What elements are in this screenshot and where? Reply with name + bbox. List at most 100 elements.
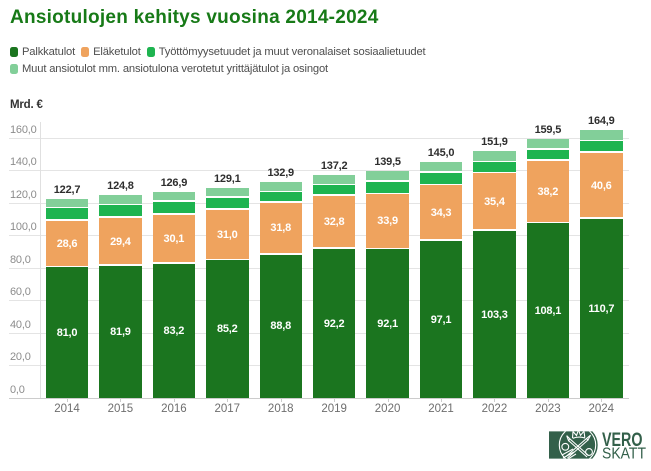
bar-value-label: 110,7 <box>588 302 615 315</box>
legend-row: Muut ansiotulot mm. ansiotulona verotetu… <box>10 63 640 75</box>
bar-segment-palkkatulot-2021 <box>419 241 463 398</box>
legend-item: Palkkatulot <box>10 46 75 58</box>
bar-total-label: 129,1 <box>214 173 241 186</box>
legend-item: Työttömyysetuudet ja muut veronalaiset s… <box>146 46 426 58</box>
bar-value-label: 88,8 <box>270 320 292 333</box>
bar-segment-tyottomyysetuudet-2014 <box>45 208 89 220</box>
x-tick-label: 2022 <box>481 403 508 415</box>
bar-segment-elaketulot-2019 <box>312 195 356 248</box>
x-tick <box>387 398 389 402</box>
logo-emblem-icon <box>558 431 597 459</box>
x-tick-label: 2016 <box>161 403 187 415</box>
bar-segment-muut_ansiotulot-2015 <box>99 195 142 204</box>
bar-value-label: 35,4 <box>484 195 505 208</box>
legend-label: Työttömyysetuudet ja muut veronalaiset s… <box>158 46 426 58</box>
vero-skatt-logo: VERO SKATT <box>549 428 651 466</box>
legend-swatch-muut_ansiotulot <box>10 64 18 74</box>
x-tick <box>173 398 175 402</box>
legend-item: Muut ansiotulot mm. ansiotulona verotetu… <box>10 63 328 75</box>
legend: Palkkatulot Eläketulot Työttömyysetuudet j… <box>10 46 640 80</box>
bar-segment-elaketulot-2017 <box>206 209 249 259</box>
bar-segment-muut_ansiotulot-2014 <box>45 198 89 207</box>
bar-total-label: 151,9 <box>481 136 508 149</box>
y-tick-label: 0,0 <box>10 383 25 396</box>
y-tick-label: 20,0 <box>10 351 31 363</box>
bar-value-label: 33,9 <box>377 215 398 228</box>
bar-segment-muut_ansiotulot-2020 <box>366 171 409 180</box>
bar-segment-elaketulot-2021 <box>419 185 463 240</box>
bar-segment-elaketulot-2018 <box>259 202 302 253</box>
bar-value-label: 81,0 <box>56 326 78 339</box>
bar-segment-palkkatulot-2016 <box>152 263 196 398</box>
bar-value-label: 38,2 <box>537 185 559 198</box>
bar-segment-tyottomyysetuudet-2021 <box>419 172 463 184</box>
y-axis-line <box>40 122 41 398</box>
y-tick-label: 140,0 <box>10 156 37 168</box>
bar-segment-elaketulot-2023 <box>526 161 570 222</box>
bar-total-label: 122,7 <box>53 183 81 196</box>
bar-segment-palkkatulot-2019 <box>312 248 356 398</box>
bar-total-label: 132,9 <box>267 167 294 180</box>
x-tick-label: 2020 <box>374 403 401 415</box>
legend-label: Palkkatulot <box>22 46 76 58</box>
x-tick <box>441 398 442 402</box>
bar-segment-muut_ansiotulot-2023 <box>526 138 570 149</box>
bar-segment-palkkatulot-2018 <box>259 254 302 398</box>
y-tick-label: 100,0 <box>10 221 37 233</box>
bar-segment-elaketulot-2016 <box>152 214 196 262</box>
bar-segment-tyottomyysetuudet-2023 <box>526 149 570 160</box>
bar-value-label: 92,1 <box>377 317 398 330</box>
legend-item: Eläketulot <box>81 46 141 58</box>
bar-value-label: 30,1 <box>163 232 185 245</box>
gridline <box>9 137 629 139</box>
bar-segment-muut_ansiotulot-2016 <box>152 191 196 201</box>
bar-value-label: 32,8 <box>323 216 345 228</box>
y-tick-label: 160,0 <box>10 123 37 136</box>
x-tick <box>67 398 68 402</box>
bar-total-label: 124,8 <box>107 180 134 193</box>
x-axis-baseline <box>9 397 629 399</box>
x-tick <box>280 398 282 402</box>
bar-segment-tyottomyysetuudet-2017 <box>206 198 249 209</box>
legend-swatch-palkkatulot <box>10 47 18 57</box>
bar-segment-elaketulot-2015 <box>99 217 142 265</box>
bar-total-label: 145,0 <box>427 147 455 160</box>
bar-segment-elaketulot-2020 <box>366 194 409 248</box>
legend-swatch-elaketulot <box>81 47 90 57</box>
bar-segment-tyottomyysetuudet-2024 <box>580 141 623 152</box>
bar-segment-tyottomyysetuudet-2015 <box>99 205 142 217</box>
legend-swatch-tyottomyysetuudet <box>146 47 155 57</box>
bar-total-label: 139,5 <box>374 156 401 169</box>
x-tick-label: 2014 <box>54 403 80 415</box>
bar-segment-palkkatulot-2014 <box>45 267 89 398</box>
bar-total-label: 137,2 <box>320 160 348 173</box>
x-tick-label: 2019 <box>321 403 347 415</box>
bar-segment-tyottomyysetuudet-2022 <box>473 162 516 172</box>
x-tick <box>334 398 336 402</box>
bar-segment-muut_ansiotulot-2017 <box>206 188 249 197</box>
y-tick-label: 40,0 <box>10 318 31 331</box>
y-tick-label: 120,0 <box>10 188 37 201</box>
bar-total-label: 164,9 <box>588 115 615 128</box>
x-tick-label: 2023 <box>535 403 561 415</box>
bar-segment-tyottomyysetuudet-2016 <box>152 201 196 214</box>
bar-value-label: 28,6 <box>56 237 78 250</box>
bar-total-label: 159,5 <box>534 123 562 136</box>
legend-label: Muut ansiotulot mm. ansiotulona verotetu… <box>22 63 329 75</box>
bar-segment-muut_ansiotulot-2021 <box>419 162 463 172</box>
x-tick <box>494 398 496 402</box>
bar-segment-elaketulot-2022 <box>473 173 516 230</box>
bar-segment-elaketulot-2024 <box>580 152 623 218</box>
y-tick-label: 60,0 <box>10 286 31 298</box>
bar-segment-palkkatulot-2015 <box>99 265 142 398</box>
x-tick <box>120 398 122 402</box>
bar-segment-tyottomyysetuudet-2018 <box>259 192 302 202</box>
bar-value-label: 81,9 <box>110 326 131 338</box>
bar-value-label: 92,2 <box>323 317 345 330</box>
x-tick-label: 2015 <box>107 403 134 415</box>
bar-value-label: 108,1 <box>534 304 562 317</box>
bar-segment-muut_ansiotulot-2024 <box>580 130 623 140</box>
x-tick-label: 2018 <box>267 403 294 415</box>
bar-segment-tyottomyysetuudet-2020 <box>366 181 409 193</box>
